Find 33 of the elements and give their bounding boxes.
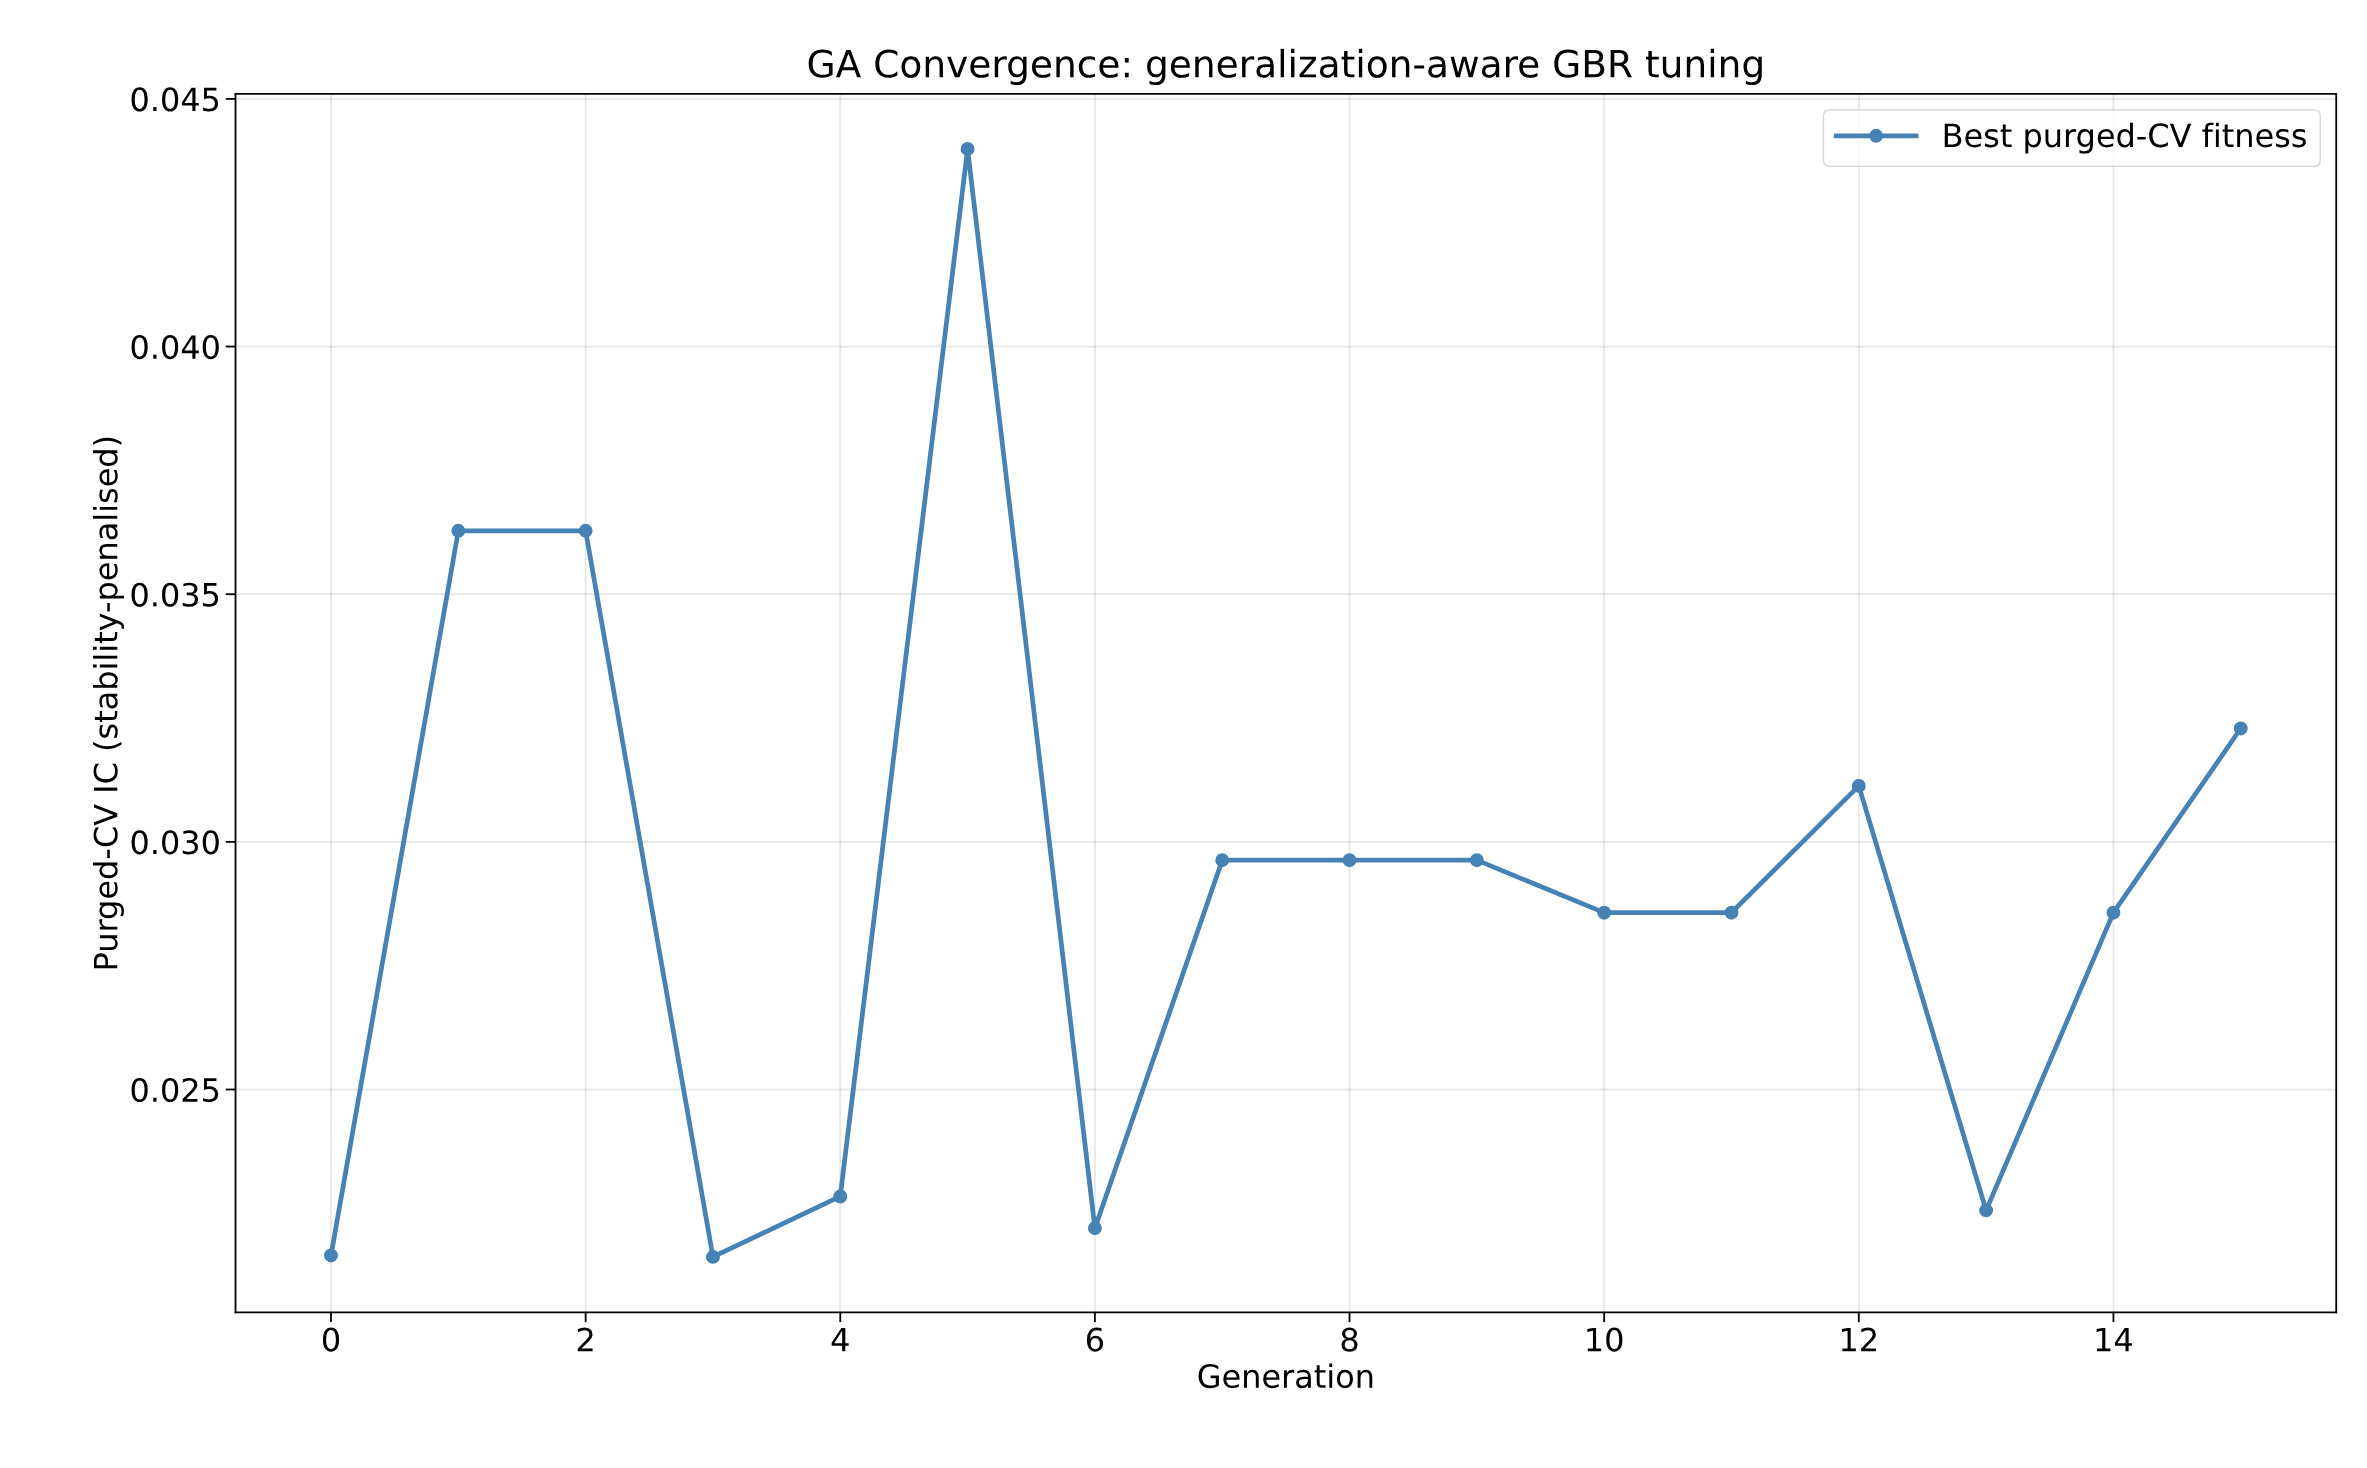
point bbox=[2233, 721, 2248, 736]
x-tick-label: 4 bbox=[831, 1327, 849, 1352]
point bbox=[2106, 905, 2121, 920]
point bbox=[833, 1189, 848, 1204]
x-tick-label: 2 bbox=[577, 1327, 593, 1352]
legend-label: Best purged-CV fitness bbox=[1944, 122, 2306, 154]
point bbox=[451, 523, 466, 538]
x-tick-label: 6 bbox=[1086, 1327, 1104, 1352]
x-tick-label: 12 bbox=[1841, 1327, 1876, 1352]
point bbox=[960, 141, 975, 156]
point bbox=[1342, 853, 1357, 868]
point bbox=[1724, 905, 1739, 920]
x-tick-label: 8 bbox=[1341, 1327, 1358, 1352]
x-tick-label: 10 bbox=[1587, 1327, 1623, 1352]
y-tick-label: 0.040 bbox=[131, 334, 219, 360]
point bbox=[1851, 778, 1866, 793]
point bbox=[324, 1248, 338, 1263]
point bbox=[1597, 905, 1612, 920]
point bbox=[578, 523, 593, 538]
chart-title: GA Convergence: generalization-aware GBR tuning bbox=[808, 48, 1762, 86]
point bbox=[1469, 853, 1484, 868]
y-tick-label: 0.045 bbox=[131, 87, 219, 112]
point bbox=[706, 1249, 720, 1264]
y-tick-label: 0.035 bbox=[131, 582, 219, 607]
x-tick-label: 14 bbox=[2096, 1327, 2132, 1352]
point bbox=[1979, 1203, 1994, 1218]
y-tick-label: 0.025 bbox=[131, 1077, 219, 1103]
y-tick-label: 0.030 bbox=[131, 830, 219, 855]
point bbox=[1215, 853, 1230, 868]
y-axis-title: Purged-CV IC (stability-penalised) bbox=[93, 437, 124, 969]
x-axis-title: Generation bbox=[1198, 1363, 1373, 1389]
point bbox=[1087, 1221, 1102, 1236]
x-tick-label: 0 bbox=[322, 1327, 340, 1352]
